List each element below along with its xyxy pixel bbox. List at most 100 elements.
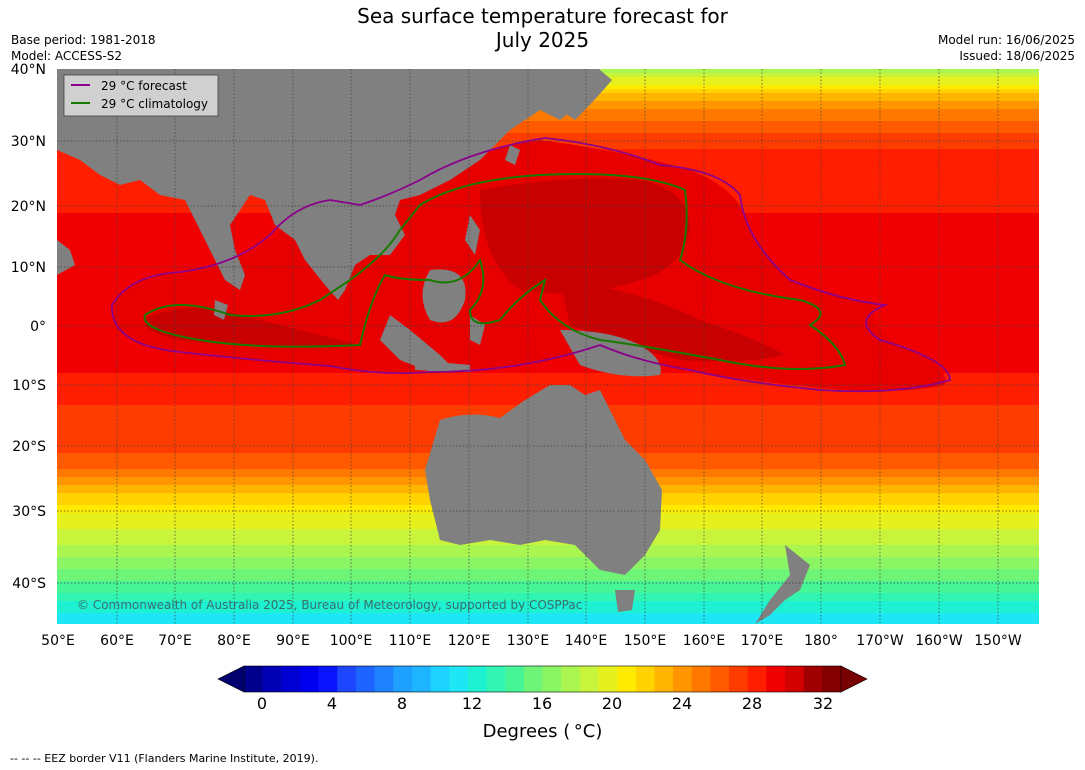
lat-label: 40°N xyxy=(11,62,46,78)
colorbar-high-arrow xyxy=(840,665,868,693)
lon-label: 50°E xyxy=(41,633,75,649)
colorbar-cell xyxy=(635,666,655,692)
lon-label: 90°E xyxy=(276,633,310,649)
colorbar-tick-label: 8 xyxy=(397,694,407,713)
arabia-tip xyxy=(57,240,75,275)
colorbar-low-arrow xyxy=(217,665,245,693)
sst-band xyxy=(57,617,1039,622)
colorbar-tick-label: 16 xyxy=(532,694,552,713)
base-period: Base period: 1981-2018 xyxy=(11,33,156,47)
sri-lanka xyxy=(214,300,228,320)
sst-band xyxy=(57,585,1039,590)
lon-label: 160°E xyxy=(683,633,726,649)
australia xyxy=(425,385,662,575)
meta-left: Base period: 1981-2018 Model: ACCESS-S2 xyxy=(11,32,156,64)
colorbar-cell xyxy=(467,666,488,692)
lon-label: 60°E xyxy=(100,633,134,649)
colorbar-tick-label: 0 xyxy=(257,694,267,713)
colorbar-cell xyxy=(785,666,805,692)
colorbar-cell xyxy=(617,666,637,692)
colorbar-tick-label: 12 xyxy=(462,694,482,713)
sst-band xyxy=(57,553,1039,558)
colorbar-cells xyxy=(243,665,842,693)
lon-label: 160°W xyxy=(915,633,963,649)
java xyxy=(415,360,470,372)
colorbar-cell xyxy=(654,666,674,692)
colorbar-cell xyxy=(598,666,618,692)
colorbar-cell xyxy=(411,666,432,692)
colorbar-cell xyxy=(430,666,450,692)
title-line-1: Sea surface temperature forecast for xyxy=(357,4,728,28)
sst-band xyxy=(57,561,1039,566)
lon-label: 100°E xyxy=(330,633,373,649)
sst-band xyxy=(57,117,1039,122)
sst-band xyxy=(57,365,1039,370)
taiwan xyxy=(505,145,520,165)
colorbar-cell xyxy=(355,666,376,692)
legend-forecast-label: 29 °C forecast xyxy=(101,79,187,93)
lon-label: 150°E xyxy=(624,633,667,649)
colorbar-cell xyxy=(244,666,264,692)
sst-band xyxy=(57,133,1039,138)
map-area: © Commonwealth of Australia 2025, Bureau… xyxy=(57,69,1039,624)
colorbar-ticks: 0 4 8 12 16 20 24 28 32 xyxy=(257,694,833,713)
sst-band xyxy=(57,557,1039,562)
colorbar-cell xyxy=(374,666,394,692)
sst-band xyxy=(57,541,1039,546)
sst-band xyxy=(57,369,1039,374)
colorbar-cell xyxy=(729,666,749,692)
colorbar-cell xyxy=(673,666,693,692)
colorbar-tick-label: 28 xyxy=(742,694,762,713)
lon-label: 110°E xyxy=(389,633,432,649)
sst-band xyxy=(57,373,1039,378)
sst-band xyxy=(57,565,1039,570)
sumatra xyxy=(380,315,455,372)
sst-band xyxy=(57,593,1039,598)
lat-label: 10°S xyxy=(12,378,46,394)
sst-band xyxy=(57,577,1039,582)
sst-band xyxy=(57,129,1039,134)
colorbar-tick-label: 20 xyxy=(602,694,622,713)
sst-band xyxy=(57,545,1039,550)
map-legend: 29 °C forecast 29 °C climatology xyxy=(63,74,219,117)
forecast-29c-contour xyxy=(111,137,951,393)
legend-climatology-label: 29 °C climatology xyxy=(101,97,208,111)
colorbar-cell xyxy=(710,666,730,692)
new-zealand xyxy=(755,545,810,624)
sst-band xyxy=(57,569,1039,574)
tasmania xyxy=(615,590,635,612)
sst-band xyxy=(57,361,1039,366)
new-guinea xyxy=(560,330,661,377)
colorbar-title: Degrees ( °C) xyxy=(482,721,603,742)
lon-label: 170°E xyxy=(741,633,784,649)
colorbar-cell xyxy=(486,666,506,692)
lon-label: 70°E xyxy=(158,633,192,649)
colorbar-cell xyxy=(337,666,357,692)
lat-label: 0° xyxy=(30,319,46,335)
sst-band xyxy=(57,621,1039,624)
lon-label: 180° xyxy=(804,633,838,649)
colorbar-tick-label: 4 xyxy=(327,694,337,713)
colorbar-cell xyxy=(262,666,282,692)
model-name: Model: ACCESS-S2 xyxy=(11,49,123,63)
lat-label: 20°S xyxy=(12,439,46,455)
sst-band xyxy=(57,121,1039,126)
colorbar-cell xyxy=(299,666,320,692)
lat-label: 40°S xyxy=(12,576,46,592)
sst-band xyxy=(57,573,1039,578)
lat-label: 10°N xyxy=(11,260,46,276)
longitude-labels: 50°E 60°E 70°E 80°E 90°E 100°E 110°E 120… xyxy=(41,633,1022,649)
title-line-2: July 2025 xyxy=(495,28,590,52)
meta-right: Model run: 16/06/2025 Issued: 18/06/2025 xyxy=(938,32,1075,64)
lat-label: 20°N xyxy=(11,199,46,215)
colorbar-cell xyxy=(691,666,711,692)
latitude-labels: 40°N 30°N 20°N 10°N 0° 10°S 20°S 30°S 40… xyxy=(11,62,46,592)
land-masses xyxy=(57,69,810,624)
colorbar-cell xyxy=(766,666,786,692)
colorbar-cell xyxy=(281,666,301,692)
sst-band xyxy=(57,609,1039,614)
sst-band xyxy=(57,113,1039,118)
colorbar-cell xyxy=(505,666,525,692)
sst-band xyxy=(57,381,1039,386)
sst-band xyxy=(57,597,1039,602)
